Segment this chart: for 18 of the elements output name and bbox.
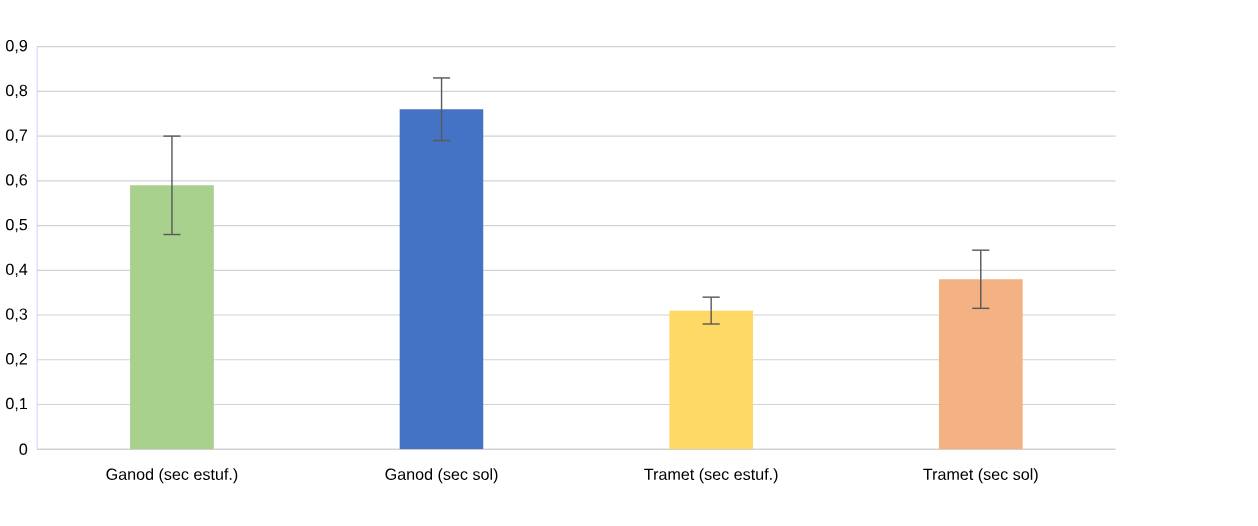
bar <box>938 279 1023 450</box>
y-tick-label: 0,9 <box>6 39 28 54</box>
y-tick-label: 0 <box>19 443 28 455</box>
y-tick-label: 0,1 <box>6 397 27 412</box>
y-tick-label: 0,4 <box>6 263 28 277</box>
bar <box>399 109 484 450</box>
x-tick-label: Tramet (sec sol) <box>923 467 1038 483</box>
x-tick-label: Tramet (sec estuf.) <box>644 467 778 483</box>
x-tick-label: Ganod (sec sol) <box>385 467 498 483</box>
y-tick-label: 0,8 <box>6 84 28 98</box>
y-tick-label: 0,7 <box>6 129 27 143</box>
y-tick-label: 0,2 <box>6 352 27 367</box>
y-tick-label: 0,6 <box>6 174 28 188</box>
bar <box>669 310 754 450</box>
x-tick-label: Ganod (sec estuf.) <box>106 467 238 483</box>
y-tick-label: 0,3 <box>6 308 28 322</box>
bar <box>130 185 214 450</box>
y-tick-label: 0,5 <box>6 218 28 233</box>
